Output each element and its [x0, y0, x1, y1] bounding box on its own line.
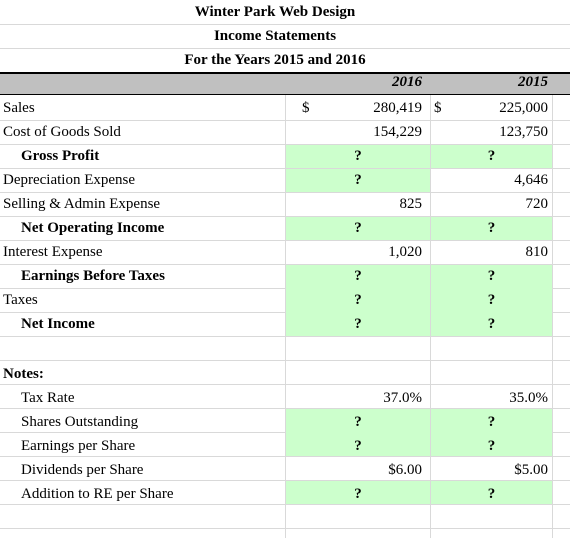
shares-outstanding-2016[interactable]: ? — [354, 414, 362, 430]
net-income-2016[interactable]: ? — [354, 316, 362, 332]
depreciation-2015[interactable]: 4,646 — [514, 172, 548, 188]
addition-re-2015[interactable]: ? — [487, 486, 496, 502]
tax-rate-2015[interactable]: 35.0% — [509, 390, 548, 406]
net-operating-income-2015[interactable]: ? — [487, 220, 496, 236]
row-label-tax-rate[interactable]: Tax Rate — [21, 390, 75, 406]
row-label-interest[interactable]: Interest Expense — [3, 244, 103, 260]
eps-2015[interactable]: ? — [487, 438, 496, 454]
currency-symbol-2016: $ — [302, 100, 310, 116]
tax-rate-2016[interactable]: 37.0% — [383, 390, 422, 406]
eps-2016[interactable]: ? — [354, 438, 362, 454]
notes-title[interactable]: Notes: — [3, 366, 44, 382]
interest-2016[interactable]: 1,020 — [388, 244, 422, 260]
column-header-band — [0, 72, 570, 94]
selling-admin-2015[interactable]: 720 — [525, 196, 549, 212]
cogs-2015[interactable]: 123,750 — [499, 124, 548, 140]
shares-outstanding-2015[interactable]: ? — [487, 414, 496, 430]
net-income-2015[interactable]: ? — [487, 316, 496, 332]
selling-admin-2016[interactable]: 825 — [399, 196, 423, 212]
sales-2016[interactable]: 280,419 — [373, 100, 422, 116]
company-title: Winter Park Web Design — [194, 4, 356, 20]
row-label-selling-admin[interactable]: Selling & Admin Expense — [3, 196, 161, 212]
net-operating-income-2016[interactable]: ? — [354, 220, 362, 236]
taxes-2016[interactable]: ? — [354, 292, 362, 308]
row-label-dps[interactable]: Dividends per Share — [21, 462, 144, 478]
sales-2015[interactable]: 225,000 — [499, 100, 548, 116]
row-label-depreciation[interactable]: Depreciation Expense — [3, 172, 136, 188]
column-header-2016[interactable]: 2016 — [392, 74, 422, 90]
gross-profit-2015[interactable]: ? — [487, 148, 496, 164]
depreciation-2016[interactable]: ? — [354, 172, 362, 188]
currency-symbol-2015: $ — [434, 100, 442, 116]
dps-2015[interactable]: $5.00 — [514, 462, 548, 478]
cogs-2016[interactable]: 154,229 — [373, 124, 422, 140]
statement-title: Income Statements — [213, 28, 337, 44]
dps-2016[interactable]: $6.00 — [388, 462, 422, 478]
row-label-addition-re[interactable]: Addition to RE per Share — [21, 486, 174, 502]
row-label-taxes[interactable]: Taxes — [3, 292, 38, 308]
taxes-2015[interactable]: ? — [487, 292, 496, 308]
row-label-eps[interactable]: Earnings per Share — [21, 438, 136, 454]
column-header-2015[interactable]: 2015 — [518, 74, 548, 90]
row-label-net-operating-income[interactable]: Net Operating Income — [21, 220, 165, 236]
gross-profit-2016[interactable]: ? — [354, 148, 362, 164]
row-label-shares-outstanding[interactable]: Shares Outstanding — [21, 414, 139, 430]
row-label-ebt[interactable]: Earnings Before Taxes — [21, 268, 165, 284]
period-title: For the Years 2015 and 2016 — [184, 52, 366, 68]
ebt-2015[interactable]: ? — [487, 268, 496, 284]
row-label-sales[interactable]: Sales — [3, 100, 35, 116]
row-label-net-income[interactable]: Net Income — [21, 316, 95, 332]
addition-re-2016[interactable]: ? — [354, 486, 362, 502]
ebt-2016[interactable]: ? — [354, 268, 362, 284]
row-label-gross-profit[interactable]: Gross Profit — [21, 148, 100, 164]
interest-2015[interactable]: 810 — [525, 244, 549, 260]
row-label-cogs[interactable]: Cost of Goods Sold — [3, 124, 121, 140]
